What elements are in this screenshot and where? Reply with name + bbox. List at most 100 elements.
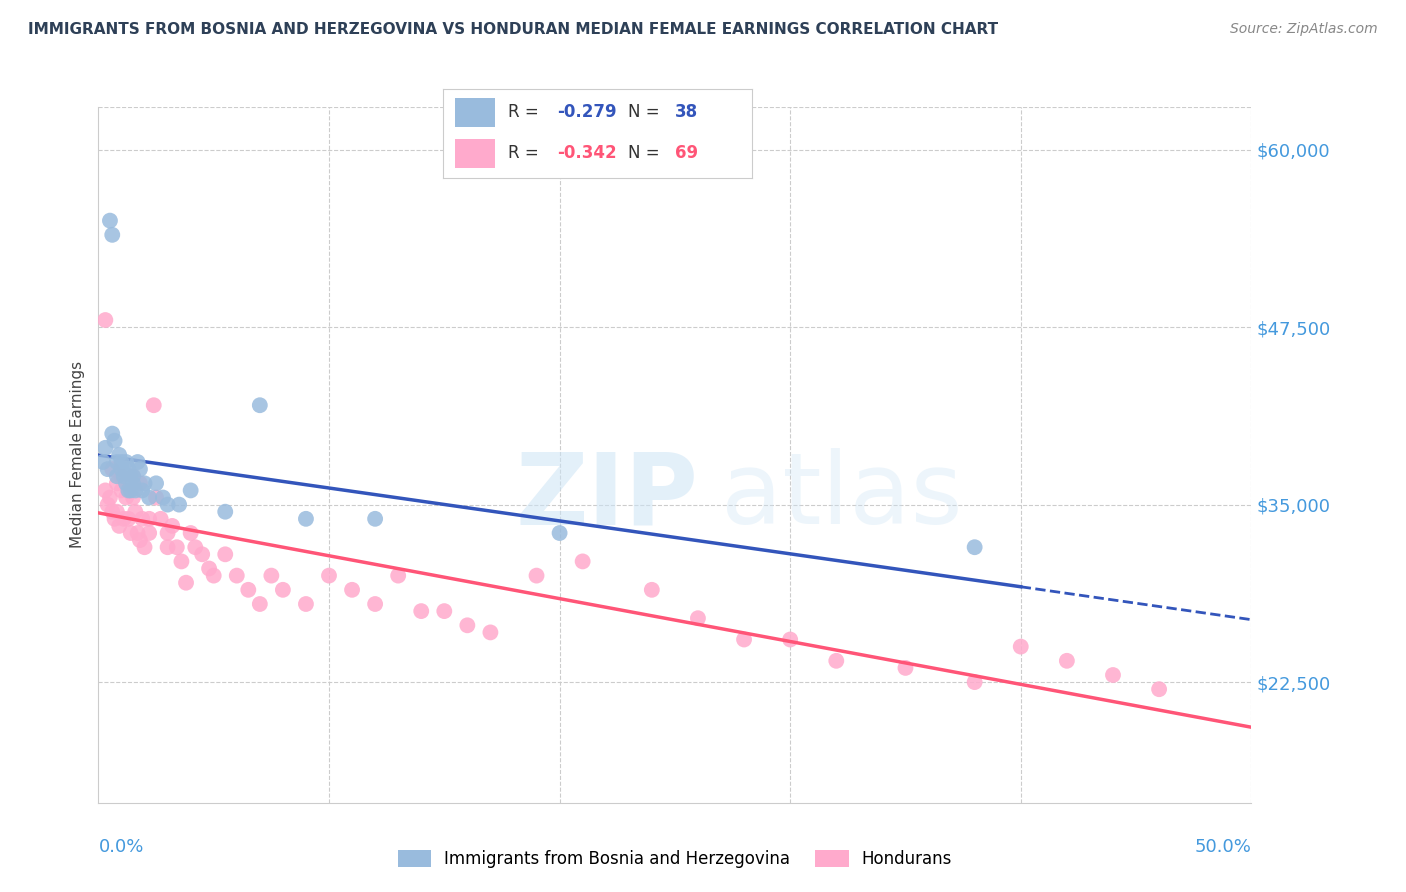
Point <box>214 547 236 561</box>
Point <box>156 540 179 554</box>
Text: 38: 38 <box>675 103 697 121</box>
Point <box>526 568 548 582</box>
Text: -0.342: -0.342 <box>557 145 617 162</box>
Point <box>156 498 179 512</box>
Text: Source: ZipAtlas.com: Source: ZipAtlas.com <box>1230 22 1378 37</box>
Point <box>101 462 124 476</box>
Point <box>127 526 149 541</box>
Point <box>260 568 283 582</box>
Point <box>117 512 139 526</box>
Text: -0.279: -0.279 <box>557 103 617 121</box>
Point <box>105 505 128 519</box>
Point <box>134 540 156 554</box>
Point <box>191 547 214 561</box>
Point <box>479 625 502 640</box>
Point <box>117 483 139 498</box>
Point <box>198 561 221 575</box>
Point <box>152 491 174 505</box>
Point <box>733 632 755 647</box>
Point <box>548 526 571 541</box>
Point <box>110 455 132 469</box>
Point <box>94 441 117 455</box>
Point <box>117 483 139 498</box>
Point <box>160 519 183 533</box>
Point <box>963 540 986 554</box>
Point <box>94 313 117 327</box>
Point <box>214 505 236 519</box>
Point <box>91 455 114 469</box>
Point <box>110 469 132 483</box>
Point <box>249 597 271 611</box>
Point <box>138 512 160 526</box>
Text: ZIP: ZIP <box>515 448 697 545</box>
Point <box>101 227 124 242</box>
Point <box>98 491 121 505</box>
Point <box>145 491 167 505</box>
Point <box>112 512 135 526</box>
Point <box>129 476 152 491</box>
Point <box>167 498 190 512</box>
Point <box>271 582 294 597</box>
Point <box>105 476 128 491</box>
Point <box>117 462 139 476</box>
Point <box>131 512 153 526</box>
Point <box>103 434 125 448</box>
Point <box>894 661 917 675</box>
Point <box>174 575 197 590</box>
Point <box>97 462 120 476</box>
Point <box>318 568 340 582</box>
Point <box>249 398 271 412</box>
FancyBboxPatch shape <box>456 98 495 127</box>
Point <box>149 512 172 526</box>
Point <box>166 540 188 554</box>
Point <box>129 462 152 476</box>
Point <box>202 568 225 582</box>
Text: 69: 69 <box>675 145 697 162</box>
Point <box>103 512 125 526</box>
Point <box>112 469 135 483</box>
Text: IMMIGRANTS FROM BOSNIA AND HERZEGOVINA VS HONDURAN MEDIAN FEMALE EARNINGS CORREL: IMMIGRANTS FROM BOSNIA AND HERZEGOVINA V… <box>28 22 998 37</box>
Point <box>110 462 132 476</box>
Point <box>295 512 318 526</box>
Point <box>124 505 146 519</box>
Point <box>225 568 247 582</box>
Point <box>1147 682 1170 697</box>
Point <box>120 469 142 483</box>
Point <box>156 526 179 541</box>
Point <box>686 611 709 625</box>
Point <box>101 505 124 519</box>
Point <box>364 597 387 611</box>
Point <box>433 604 456 618</box>
FancyBboxPatch shape <box>456 139 495 168</box>
Text: R =: R = <box>508 145 544 162</box>
Point <box>97 498 120 512</box>
Point <box>138 526 160 541</box>
Point <box>122 476 145 491</box>
Point <box>122 491 145 505</box>
Point <box>411 604 433 618</box>
Point <box>120 483 142 498</box>
Point <box>170 554 193 568</box>
Point <box>122 469 145 483</box>
Point <box>108 519 131 533</box>
Point <box>1056 654 1078 668</box>
Point <box>115 455 138 469</box>
Point <box>129 533 152 548</box>
Text: 50.0%: 50.0% <box>1195 838 1251 856</box>
Point <box>134 476 156 491</box>
Point <box>105 469 128 483</box>
Point <box>115 476 138 491</box>
Point <box>124 483 146 498</box>
Point <box>963 675 986 690</box>
Point <box>387 568 409 582</box>
Point <box>238 582 260 597</box>
Point <box>825 654 848 668</box>
Point <box>184 540 207 554</box>
Text: R =: R = <box>508 103 544 121</box>
Point <box>110 483 132 498</box>
Point <box>108 448 131 462</box>
Point <box>364 512 387 526</box>
Point <box>340 582 363 597</box>
Point <box>120 526 142 541</box>
Text: N =: N = <box>628 103 665 121</box>
